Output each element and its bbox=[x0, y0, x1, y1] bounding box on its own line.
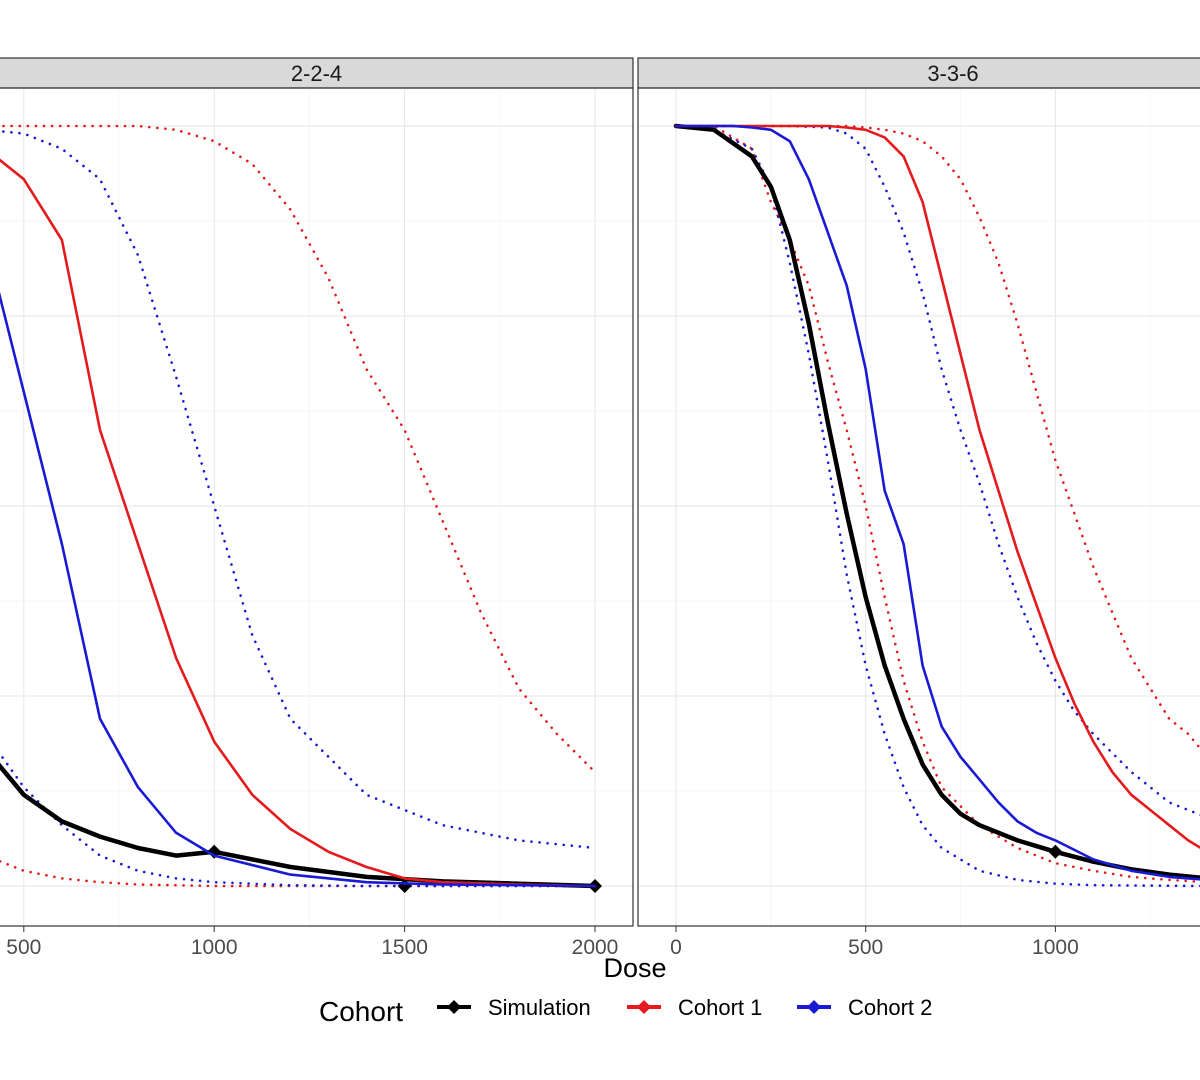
legend-item-cohort-1: Cohort 1 bbox=[627, 995, 762, 1020]
series-line-cohort-1-interval-dotted bbox=[0, 124, 597, 774]
panel-grid bbox=[638, 88, 1200, 926]
legend-key-marker bbox=[807, 1000, 821, 1014]
legend-label: Cohort 1 bbox=[678, 995, 762, 1020]
legend-item-simulation: Simulation bbox=[437, 995, 591, 1020]
legend-item-cohort-2: Cohort 2 bbox=[797, 995, 932, 1020]
series-line-simulation bbox=[0, 762, 598, 889]
panel-series bbox=[0, 124, 602, 893]
series-line-cohort-2 bbox=[0, 291, 597, 888]
series-line-simulation bbox=[673, 123, 1200, 880]
legend-label: Simulation bbox=[488, 995, 591, 1020]
series-line-cohort-1-interval-dotted bbox=[674, 124, 1200, 751]
panel-border bbox=[0, 87, 634, 927]
panel-series bbox=[673, 123, 1200, 888]
series-line-cohort-1 bbox=[0, 158, 597, 888]
x-tick-label: 1000 bbox=[191, 936, 238, 959]
series-line-cohort-1 bbox=[674, 124, 1200, 849]
facet-strip-label: 3-3-6 bbox=[927, 61, 978, 86]
legend: Cohort Simulation Cohort 1 Cohort 2 bbox=[319, 995, 932, 1027]
legend-key-marker bbox=[637, 1000, 651, 1014]
series-line-cohort-2-interval-dotted bbox=[0, 129, 597, 850]
x-tick-label: 0 bbox=[670, 936, 682, 959]
legend-key-marker bbox=[447, 1000, 461, 1014]
x-tick-label: 1500 bbox=[381, 936, 428, 959]
series-marker-simulation bbox=[1048, 844, 1063, 859]
series-line-cohort-2-interval-dotted bbox=[674, 124, 1200, 888]
x-tick-label: 500 bbox=[848, 936, 883, 959]
x-tick-label: 500 bbox=[6, 936, 41, 959]
facet-strip-label: 2-2-4 bbox=[291, 61, 342, 86]
x-axis-title: Dose bbox=[603, 953, 666, 983]
series-line-cohort-2 bbox=[674, 124, 1200, 881]
facet-strip bbox=[637, 57, 1200, 89]
series-line-cohort-1-interval-dotted bbox=[674, 124, 1200, 884]
legend-label: Cohort 2 bbox=[848, 995, 932, 1020]
x-tick-label: 2000 bbox=[572, 936, 619, 959]
x-tick-label: 1000 bbox=[1032, 936, 1079, 959]
facet-strip bbox=[0, 57, 634, 89]
panel-2-2-4: 2-2-4 500 1000 1500 2000 bbox=[0, 57, 634, 959]
panel-border bbox=[637, 87, 1200, 927]
legend-title: Cohort bbox=[319, 996, 403, 1027]
series-line-cohort-1-interval-dotted bbox=[0, 859, 597, 888]
panel-grid bbox=[0, 88, 633, 926]
panel-3-3-6: 3-3-6 0 500 1000 bbox=[637, 57, 1200, 959]
series-line-cohort-2-interval-dotted bbox=[0, 751, 597, 888]
